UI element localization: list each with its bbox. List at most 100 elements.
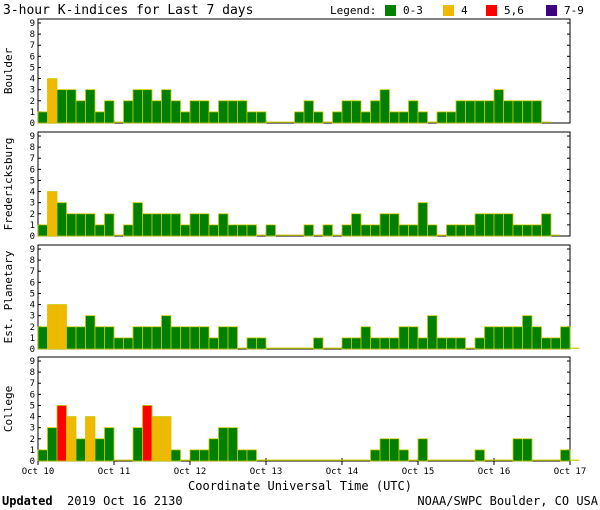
bar <box>237 224 248 237</box>
legend-text-4: 4 <box>461 4 468 17</box>
bar <box>379 89 390 124</box>
bar <box>351 337 362 350</box>
bar <box>560 449 571 462</box>
y-tick-label: 1 <box>30 446 35 456</box>
bar <box>132 326 143 350</box>
bar <box>246 449 257 462</box>
panel-label: Boulder <box>2 47 15 94</box>
bar <box>398 111 409 124</box>
bar <box>370 337 381 350</box>
bar <box>47 191 58 237</box>
y-tick-label: 5 <box>30 401 35 411</box>
y-tick-label: 6 <box>30 278 35 288</box>
y-tick-label: 9 <box>30 357 35 367</box>
y-tick-label: 1 <box>30 221 35 231</box>
bar <box>208 224 219 237</box>
bar <box>94 326 105 350</box>
bar <box>218 100 229 124</box>
bar <box>427 315 438 350</box>
bar <box>408 100 419 124</box>
panel-label: College <box>2 386 15 432</box>
bar <box>379 213 390 237</box>
y-tick-label: 6 <box>30 390 35 400</box>
bar <box>303 100 314 124</box>
bar <box>142 213 153 237</box>
bar <box>132 89 143 124</box>
bar <box>132 427 143 462</box>
bar <box>189 213 200 237</box>
bar <box>560 326 571 350</box>
bar <box>151 213 162 237</box>
y-tick-label: 9 <box>30 19 35 29</box>
bar <box>237 100 248 124</box>
y-tick-label: 2 <box>30 323 35 333</box>
bar <box>85 213 96 237</box>
bar <box>493 213 504 237</box>
y-tick-label: 3 <box>30 86 35 96</box>
bar <box>104 213 115 237</box>
bar <box>85 315 96 350</box>
bar <box>180 326 191 350</box>
legend-text-7-9: 7-9 <box>564 4 584 17</box>
bar <box>75 326 86 350</box>
bar <box>170 100 181 124</box>
bar <box>104 326 115 350</box>
bar <box>389 337 400 350</box>
updated-label: Updated <box>2 494 53 508</box>
bar <box>474 337 485 350</box>
bar <box>408 224 419 237</box>
panels: 0123456789Boulder0123456789Fredericksbur… <box>2 18 580 467</box>
bar <box>37 111 48 124</box>
bar <box>208 438 219 462</box>
bar <box>446 337 457 350</box>
y-tick-label: 3 <box>30 312 35 322</box>
bar <box>398 224 409 237</box>
bar <box>161 416 172 462</box>
bar <box>303 224 314 237</box>
bar <box>446 111 457 124</box>
bar <box>151 416 162 462</box>
panel-frame <box>37 244 571 350</box>
y-tick-label: 3 <box>30 199 35 209</box>
bar <box>379 438 390 462</box>
bar <box>417 202 428 237</box>
bar <box>85 416 96 462</box>
legend-label: Legend: <box>330 4 376 17</box>
y-tick-label: 1 <box>30 108 35 118</box>
bar <box>66 89 77 124</box>
x-tick-label: Oct 17 <box>554 467 587 477</box>
y-tick-label: 7 <box>30 154 35 164</box>
legend-text-5-6: 5,6 <box>504 4 524 17</box>
bar <box>104 427 115 462</box>
x-tick-label: Oct 15 <box>402 467 435 477</box>
bar <box>246 111 257 124</box>
bar <box>218 427 229 462</box>
y-tick-label: 6 <box>30 52 35 62</box>
bar <box>227 427 238 462</box>
bar <box>370 449 381 462</box>
y-tick-label: 0 <box>30 119 35 129</box>
bar <box>218 326 229 350</box>
legend-text-0-3: 0-3 <box>403 4 423 17</box>
bar <box>170 326 181 350</box>
bar <box>47 78 58 124</box>
bar <box>189 100 200 124</box>
bar <box>246 337 257 350</box>
bar <box>474 449 485 462</box>
bar <box>503 326 514 350</box>
x-axis-label: Coordinate Universal Time (UTC) <box>188 479 412 493</box>
bar <box>398 326 409 350</box>
y-tick-label: 2 <box>30 210 35 220</box>
bar <box>512 438 523 462</box>
bar <box>474 213 485 237</box>
bar <box>123 224 134 237</box>
bar <box>56 202 67 237</box>
x-tick-label: Oct 11 <box>98 467 131 477</box>
panel-label: Fredericksburg <box>2 138 15 231</box>
bar <box>455 337 466 350</box>
bar <box>360 111 371 124</box>
bar <box>436 111 447 124</box>
bar <box>389 213 400 237</box>
bar <box>142 405 153 462</box>
